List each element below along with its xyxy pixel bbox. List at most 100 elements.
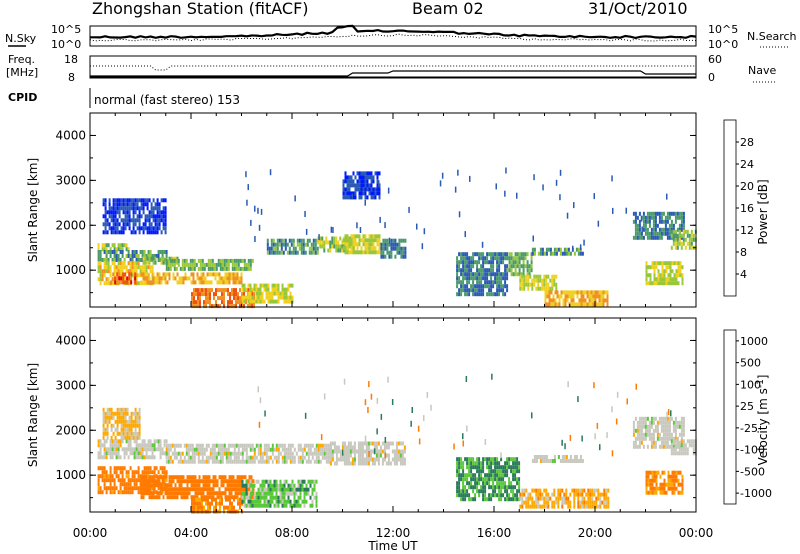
power-cell [201, 262, 204, 267]
velocity-cell [222, 479, 225, 484]
velocity-cell [508, 493, 511, 498]
power-cell [183, 266, 186, 271]
power-cell [137, 254, 140, 258]
velocity-cell [102, 423, 105, 428]
power-cell [139, 269, 142, 274]
power-speck [579, 244, 582, 251]
velocity-cell [577, 496, 580, 501]
velocity-cell [527, 496, 530, 501]
power-cell [116, 272, 119, 277]
velocity-cell [269, 455, 272, 460]
velocity-cell [221, 455, 224, 460]
power-cell [354, 183, 357, 188]
power-cell [249, 295, 252, 300]
velocity-speck [611, 406, 613, 413]
velocity-cell [369, 457, 372, 462]
velocity-cell [122, 419, 125, 424]
velocity-cell [175, 455, 178, 460]
velocity-cell [213, 459, 216, 464]
velocity-cell [636, 424, 639, 429]
velocity-cell [667, 474, 670, 479]
power-cell [644, 227, 647, 232]
power-cell [498, 272, 501, 277]
velocity-cell [259, 487, 262, 492]
velocity-cell [230, 487, 233, 492]
power-cell [661, 277, 664, 282]
power-cell [602, 302, 605, 307]
velocity-cell [478, 465, 481, 470]
velocity-cell [472, 489, 475, 494]
velocity-cell [677, 470, 680, 475]
power-cell [640, 231, 643, 236]
power-cell [226, 272, 229, 277]
power-cell [462, 284, 465, 289]
velocity-cell [659, 490, 662, 495]
velocity-cell [111, 447, 114, 452]
power-cell [161, 250, 164, 254]
power-cell [506, 252, 509, 257]
velocity-cell [187, 451, 190, 456]
velocity-cell [329, 449, 332, 454]
velocity-cell [494, 477, 497, 482]
power-cell [164, 280, 167, 285]
power-cell [672, 211, 675, 216]
velocity-cell [236, 487, 239, 492]
velocity-cell [638, 416, 641, 421]
velocity-cell [500, 465, 503, 470]
velocity-cell [650, 424, 653, 429]
power-cell [233, 266, 236, 271]
power-cell [134, 198, 137, 203]
power-speck [384, 222, 386, 229]
power-cell [645, 273, 648, 278]
velocity-cell [498, 493, 501, 498]
velocity-cell [500, 477, 503, 482]
power-cell [279, 295, 282, 300]
velocity-cell [117, 443, 120, 448]
velocity-cell [257, 487, 260, 492]
power-cell [572, 298, 575, 303]
velocity-cell [201, 447, 204, 452]
power-cell [642, 219, 645, 224]
power-cell [193, 296, 195, 301]
velocity-cell [644, 436, 647, 441]
time-tick-label: 00:00 [679, 526, 714, 540]
velocity-cell [148, 479, 151, 484]
power-cell [398, 246, 401, 251]
power-cell [567, 247, 570, 252]
velocity-cell [309, 447, 312, 452]
velocity-cell [155, 447, 158, 452]
velocity-cell [605, 504, 608, 509]
velocity-cell [632, 432, 635, 437]
velocity-cell [289, 491, 292, 496]
power-cell [306, 242, 309, 247]
power-cell [348, 179, 351, 184]
velocity-cell [145, 470, 148, 475]
power-cell [158, 218, 161, 223]
velocity-cell [120, 415, 123, 420]
power-cell [325, 240, 328, 245]
velocity-cell [257, 491, 260, 496]
power-cell [99, 281, 102, 286]
velocity-colorbar-tick: -500 [740, 465, 765, 478]
power-cell [653, 265, 656, 270]
velocity-cell [676, 451, 679, 456]
power-cell [480, 292, 483, 297]
power-cell [346, 187, 349, 192]
velocity-cell [208, 475, 211, 480]
power-cell [245, 266, 248, 271]
power-cell [600, 294, 603, 299]
power-cell [636, 223, 639, 228]
power-cell [645, 265, 648, 270]
velocity-cell [680, 436, 683, 441]
power-cell [263, 287, 266, 292]
power-cell [341, 248, 344, 253]
velocity-cell [553, 455, 556, 459]
velocity-cell [395, 461, 398, 466]
power-cell [302, 238, 305, 243]
velocity-cell [227, 455, 230, 460]
velocity-cell [504, 485, 507, 490]
velocity-cell [678, 451, 681, 456]
power-cell [632, 211, 635, 216]
power-cell [304, 250, 307, 255]
velocity-cell [123, 455, 126, 460]
